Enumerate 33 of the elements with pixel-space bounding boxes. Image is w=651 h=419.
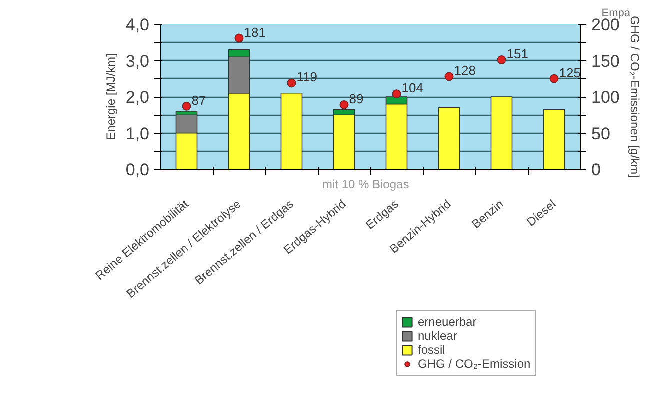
legend-label: erneuerbar [418,315,477,329]
y2-tick-label: 0 [592,160,601,180]
data-label: 181 [244,24,266,40]
point [287,78,296,88]
bar [490,96,513,170]
point [497,56,506,65]
y2-tick-label: 100 [592,88,620,107]
data-label: 151 [506,46,528,62]
point [392,90,402,99]
data-label: 128 [454,63,476,78]
point [444,72,454,82]
y2-tick-label: 50 [592,124,610,144]
point [234,34,244,43]
y-tick-label: 0,0 [126,160,150,180]
point [550,74,559,84]
legend-label: GHG / CO₂-Emission [418,357,531,371]
point [182,102,192,111]
legend-label: nuklear [418,329,458,343]
data-label: 125 [559,65,581,80]
legend-label: fossil [418,343,446,357]
y-tick-label: 4,0 [126,16,150,34]
y-axis-title: Energie [MJ/km] [104,54,118,140]
text: mit 10 % Biogas [322,178,410,192]
point [340,100,349,110]
y2-axis-title: GHG / CO₂-Emissionen [g/km] [628,16,642,178]
y-tick-label: 3,0 [126,52,150,71]
data-label: 104 [402,80,424,96]
y2-tick-label: 150 [592,52,620,71]
bar [543,109,566,170]
bar [438,107,460,170]
y-tick-label: 2,0 [126,88,150,107]
y-tick-label: 1,0 [126,124,150,144]
bar [280,92,303,170]
